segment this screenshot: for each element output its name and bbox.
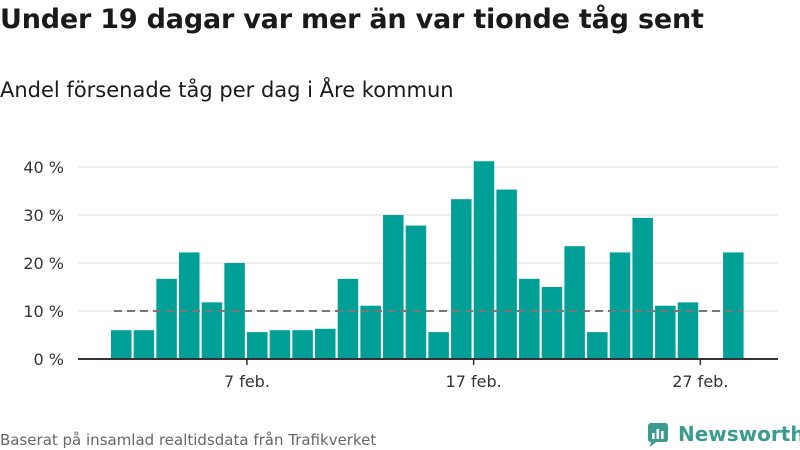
bar (292, 330, 313, 359)
chart-subtitle: Andel försenade tåg per dag i Åre kommun (0, 78, 454, 102)
bar (179, 252, 200, 359)
x-tick-label: 27 feb. (672, 372, 728, 391)
brand: Newsworthy (644, 420, 800, 448)
bar (587, 332, 608, 359)
y-tick-label: 40 % (23, 158, 64, 177)
x-tick-label: 17 feb. (446, 372, 502, 391)
bar (315, 328, 336, 359)
bar (655, 305, 676, 359)
bar (405, 225, 427, 359)
bar (496, 189, 517, 359)
y-tick-label: 20 % (23, 254, 64, 273)
bar (133, 330, 155, 359)
bar (111, 330, 132, 359)
bar (247, 332, 268, 359)
y-tick-label: 30 % (23, 206, 64, 225)
newsworthy-logo-icon (648, 423, 668, 447)
y-tick-label: 0 % (34, 350, 64, 369)
bar (383, 215, 404, 359)
bar (451, 199, 472, 359)
bar (541, 287, 563, 359)
bar (428, 332, 449, 359)
bar (723, 252, 744, 359)
y-tick-label: 10 % (23, 302, 64, 321)
bar (360, 305, 381, 359)
brand-name: Newsworthy (678, 422, 800, 446)
x-tick-label: 7 feb. (224, 372, 270, 391)
bar (519, 278, 540, 359)
chart-title: Under 19 dagar var mer än var tionde tåg… (0, 4, 704, 35)
source-note: Baserat på insamlad realtidsdata från Tr… (0, 431, 377, 449)
bar (201, 302, 223, 359)
bar (156, 278, 177, 359)
bar (473, 161, 495, 359)
bar (609, 252, 631, 359)
bar (337, 278, 359, 359)
bar (269, 330, 291, 359)
bar (677, 302, 699, 359)
bar (632, 217, 653, 359)
bar (564, 246, 585, 359)
